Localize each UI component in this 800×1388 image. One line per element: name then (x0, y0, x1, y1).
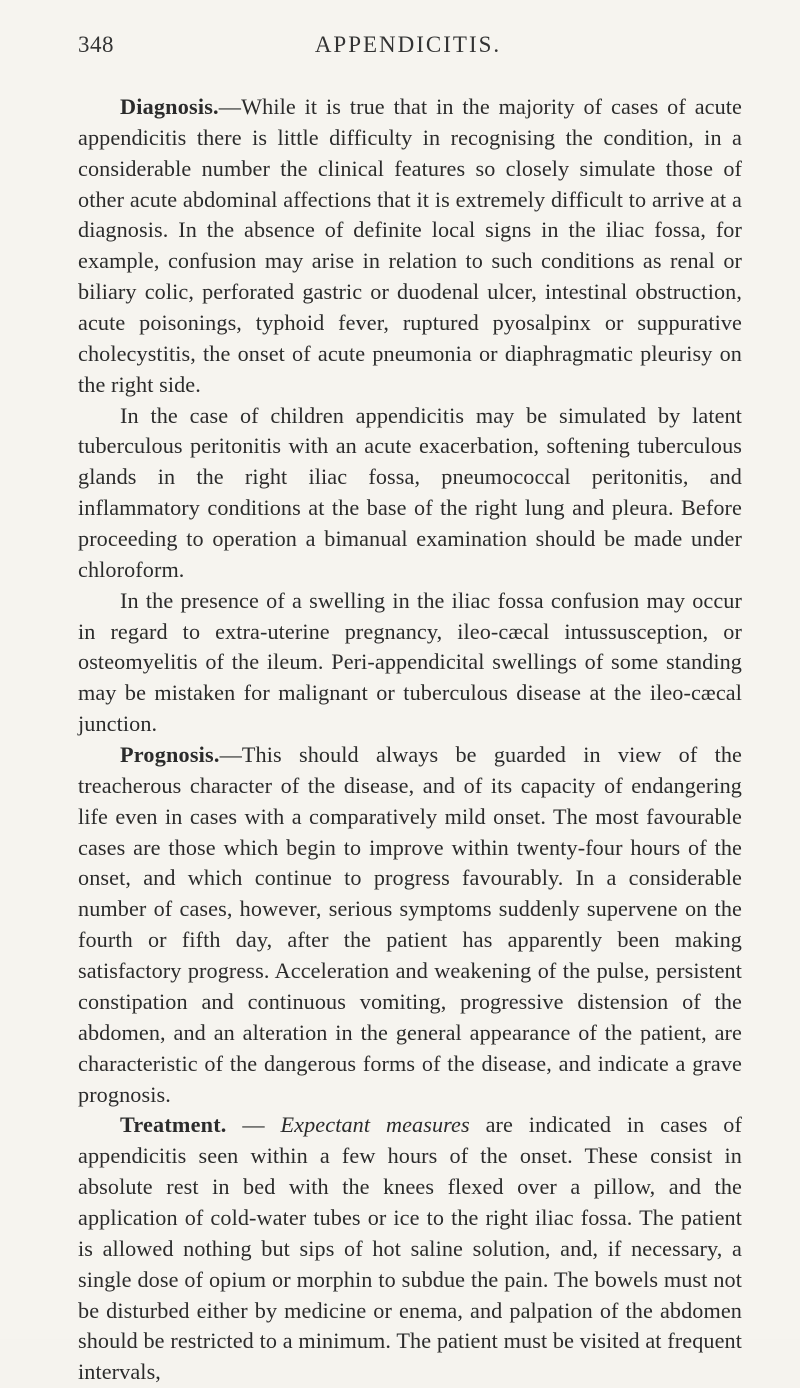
paragraph-prognosis: Prognosis.—This should always be guarded… (78, 740, 742, 1110)
paragraph-text: —This should always be guarded in view o… (78, 742, 742, 1106)
paragraph-treatment: Treatment. — Expectant measures are indi… (78, 1110, 742, 1388)
section-heading-diagnosis: Diagnosis. (120, 94, 219, 119)
section-heading-treatment: Treatment. (120, 1112, 227, 1137)
dash: — (227, 1112, 281, 1137)
paragraph-children: In the case of children appendicitis may… (78, 401, 742, 586)
paragraph-swelling: In the presence of a swelling in the ili… (78, 586, 742, 740)
paragraph-text: In the presence of a swelling in the ili… (78, 588, 742, 736)
section-heading-prognosis: Prognosis. (120, 742, 220, 767)
treatment-subheading: Expectant measures (281, 1112, 470, 1137)
paragraph-text: In the case of children appendicitis may… (78, 403, 742, 582)
body-text: Diagnosis.—While it is true that in the … (78, 92, 742, 1388)
page-header: 348 APPENDICITIS. (78, 32, 742, 58)
paragraph-text: are indicated in cases of appendicitis s… (78, 1112, 742, 1384)
running-title: APPENDICITIS. (74, 32, 742, 58)
page: 348 APPENDICITIS. Diagnosis.—While it is… (0, 0, 800, 1339)
paragraph-text: —While it is true that in the majority o… (78, 94, 742, 397)
paragraph-diagnosis: Diagnosis.—While it is true that in the … (78, 92, 742, 401)
